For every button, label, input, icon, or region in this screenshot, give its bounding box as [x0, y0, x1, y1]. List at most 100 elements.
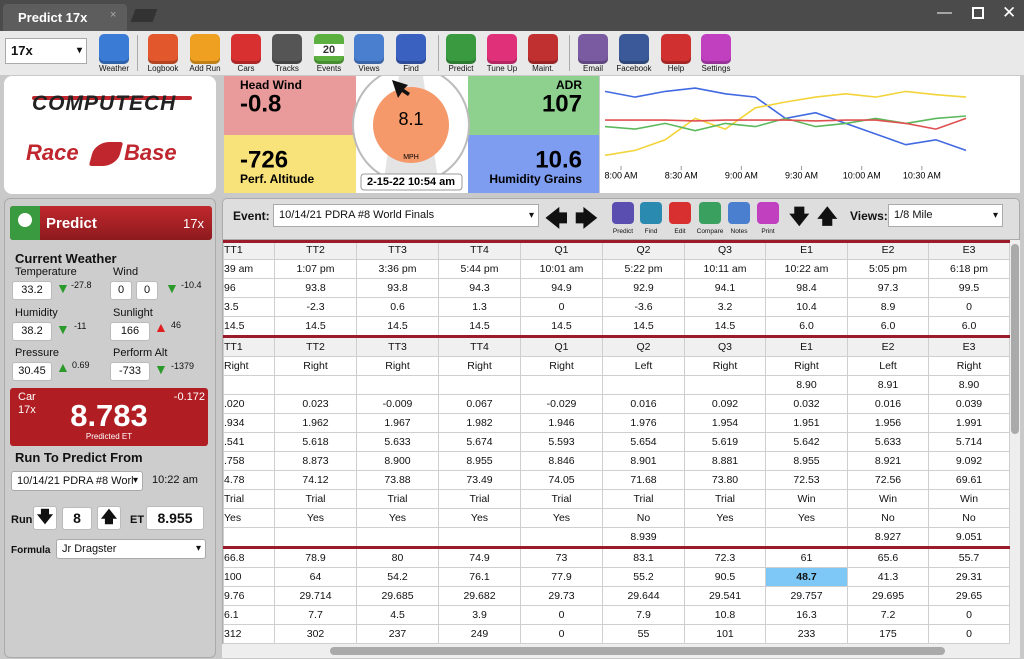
- table-cell: 249: [438, 624, 521, 644]
- button-icon: [612, 202, 634, 224]
- table-cell: 312: [223, 624, 275, 644]
- table-cell: 0: [928, 605, 1010, 625]
- toolbar-button[interactable]: Tune Up: [482, 32, 522, 74]
- table-cell: No: [928, 508, 1010, 528]
- table-cell: Right: [356, 356, 439, 376]
- table-cell: 5.654: [602, 432, 685, 452]
- table-cell: 94.3: [438, 278, 521, 298]
- event-select[interactable]: 10/14/21 PDRA #8 World Finals: [273, 204, 539, 227]
- button-label: Events: [316, 64, 342, 73]
- button-label: Facebook: [616, 64, 652, 73]
- table-row: 96 93.8 93.8 94.3 94.9 92.9 94.1 98.4 97.3 99.5: [223, 278, 1010, 298]
- perf-altitude: -726: [240, 146, 288, 173]
- move-up[interactable]: 🡅: [817, 206, 838, 228]
- move-down[interactable]: 🡇: [789, 206, 810, 228]
- adr-tile: [468, 76, 599, 135]
- run-select[interactable]: 10/14/21 PDRA #8 Worl: [11, 471, 143, 491]
- event-button[interactable]: Find: [637, 201, 665, 239]
- view-select[interactable]: 1/8 Mile: [888, 204, 1003, 227]
- table-row: 14.5 14.5 14.5 14.5 14.5 14.5 14.5 6.0 6.0 6.0: [223, 316, 1010, 337]
- toolbar-button[interactable]: Cars: [226, 32, 266, 74]
- table-cell: 29.695: [847, 586, 929, 606]
- table-cell: Trial: [520, 489, 603, 509]
- table-cell: [438, 527, 521, 548]
- et-value: 8.955: [146, 506, 204, 530]
- event-label: Event:: [233, 209, 270, 223]
- column-header: E3: [928, 240, 1010, 260]
- toolbar-button[interactable]: Settings: [696, 32, 736, 74]
- toolbar-button[interactable]: Add Run: [185, 32, 225, 74]
- tab[interactable]: Predict 17x ×: [3, 4, 127, 31]
- table-cell: 55: [602, 624, 685, 644]
- x-tick-label: 9:00 AM: [725, 170, 758, 180]
- table-cell: 5.618: [274, 432, 357, 452]
- table-cell: [356, 375, 439, 395]
- toolbar-button[interactable]: Logbook: [143, 32, 183, 74]
- toolbar-button[interactable]: Views: [349, 32, 389, 74]
- button-icon: [757, 202, 779, 224]
- minimize[interactable]: —: [937, 4, 952, 21]
- button-label: Tracks: [275, 64, 299, 73]
- table-row: 3.5-2.30.61.30-3.63.210.48.90: [223, 643, 1010, 644]
- table-cell: 1.982: [438, 413, 521, 433]
- toolbar-button[interactable]: Weather: [94, 32, 134, 74]
- toolbar-button[interactable]: Predict: [441, 32, 481, 74]
- bulb: [18, 213, 32, 227]
- toolbar-button[interactable]: Maint.: [523, 32, 563, 74]
- button-icon: [669, 202, 691, 224]
- table-cell: Yes: [684, 508, 766, 528]
- table-cell: 55.2: [602, 567, 685, 587]
- h-scrollbar[interactable]: [222, 644, 1020, 658]
- label: Sunlight: [113, 307, 153, 319]
- table-cell: 0: [928, 624, 1010, 644]
- prev-event[interactable]: 🡄: [545, 206, 568, 231]
- arrow-down: ▼: [56, 321, 70, 337]
- v-scroll-thumb[interactable]: [1011, 244, 1019, 434]
- formula-select[interactable]: Jr Dragster: [56, 539, 206, 559]
- table-cell: 8.901: [602, 451, 685, 471]
- table-cell: 6.0: [847, 316, 929, 337]
- table-cell: [438, 375, 521, 395]
- table-row: TT1 TT2 TT3 TT4 Q1 Q2 Q3 E1 E2 E3: [223, 240, 1010, 260]
- toolbar-button[interactable]: Find: [391, 32, 431, 74]
- event-button[interactable]: Edit: [666, 201, 694, 239]
- run-up[interactable]: 🡅: [97, 506, 121, 530]
- table-cell: 39 am: [223, 259, 275, 279]
- change: 0.69: [72, 360, 90, 370]
- new-tab[interactable]: [130, 9, 158, 22]
- table-cell: 0.016: [847, 394, 929, 414]
- table-cell: 73: [520, 546, 603, 568]
- next-event[interactable]: 🡆: [575, 206, 598, 231]
- table-cell: Right: [223, 356, 275, 376]
- event-button[interactable]: Notes: [725, 201, 753, 239]
- tab-close[interactable]: ×: [110, 9, 117, 21]
- table-cell: 74.05: [520, 470, 603, 490]
- event-button[interactable]: Compare: [696, 201, 724, 239]
- button-icon: [396, 34, 426, 64]
- head-wind-tile: [224, 76, 356, 135]
- close[interactable]: ✕: [1002, 3, 1017, 22]
- column-header: Q1: [520, 240, 603, 260]
- event-button[interactable]: Predict: [609, 201, 637, 239]
- toolbar-button[interactable]: Facebook: [614, 32, 654, 74]
- event-button[interactable]: Print: [754, 201, 782, 239]
- toolbar-button[interactable]: Tracks: [267, 32, 307, 74]
- button-label: Predict: [612, 228, 634, 235]
- table-cell: 0.067: [438, 394, 521, 414]
- car-select[interactable]: 17x: [5, 38, 87, 64]
- toolbar-button[interactable]: Help: [656, 32, 696, 74]
- run-number[interactable]: 8: [62, 507, 92, 530]
- et-change: -0.172: [173, 391, 205, 403]
- predicted-et-card: Car 17x -0.172 8.783 Predicted ET: [10, 388, 208, 446]
- humidity-grains-label: Humidity Grains: [489, 172, 582, 186]
- h-scroll-thumb[interactable]: [330, 647, 945, 655]
- run-down[interactable]: 🡇: [33, 506, 57, 530]
- table-cell: 83.1: [602, 546, 685, 568]
- table-cell: 9.76: [223, 586, 275, 606]
- toolbar-button[interactable]: Email: [573, 32, 613, 74]
- v-scrollbar[interactable]: [1010, 240, 1020, 645]
- table-cell[interactable]: 48.7: [765, 567, 848, 587]
- toolbar-button[interactable]: 20 Events: [309, 32, 349, 74]
- maximize[interactable]: [972, 7, 984, 19]
- table-cell: [765, 527, 848, 548]
